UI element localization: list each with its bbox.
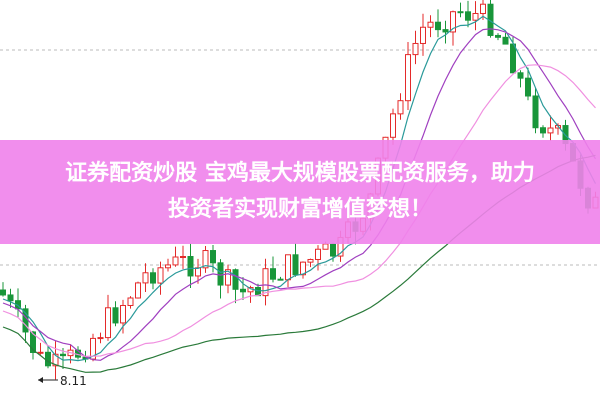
candle-body [457,11,464,14]
candle-body [195,267,201,277]
candle-body [172,256,179,266]
candle-body [45,351,51,367]
candle-body [165,264,171,269]
candle-body [292,254,299,276]
candle-body [127,297,134,306]
candle-body [517,72,524,79]
candle-body [52,353,59,367]
candle-body [187,256,194,277]
candle-body [540,127,546,134]
candle-body [532,95,539,129]
candle-body [240,288,246,293]
candle-body [397,100,404,115]
candle-body [157,267,164,284]
candle-body [427,21,434,28]
candle-body [315,248,321,260]
candle-body [322,243,329,250]
candle-body [60,353,66,357]
candle-body [442,29,449,33]
candle-body [225,269,231,286]
candle-body [307,258,314,263]
banner-line: 投资者实现财富增值梦想！ [167,197,432,222]
candle-body [37,351,44,354]
candle-body [435,21,441,31]
candle-body [262,268,269,297]
candle-body [502,36,509,45]
candle-body [135,282,141,299]
candle-body [495,34,501,38]
candle-body [120,304,126,324]
low-label: 8.11 [60,374,87,388]
candle-body [300,261,306,276]
candle-body [277,278,284,281]
candle-body [472,12,479,21]
candle-body [285,254,291,281]
candle-body [547,127,554,134]
candle-body [270,268,276,280]
candle-body [97,337,104,340]
candle-body [202,250,209,269]
candle-body [465,11,471,21]
candle-body [142,272,149,284]
moving-average [2,15,597,362]
candle-body [510,43,516,74]
candle-body [30,331,36,353]
candle-body [412,42,419,56]
banner-line: 证券配资炒股 宝鸡最大规模股票配资服务，助力 [65,161,535,186]
candle-body [390,113,396,138]
candle-body [405,54,411,102]
low-arrow-head [38,377,43,383]
candle-body [217,262,224,286]
candle-body [525,77,531,97]
candle-body [420,26,426,44]
candle-body [330,243,336,257]
banner: 证券配资炒股 宝鸡最大规模股票配资服务，助力 投资者实现财富增值梦想！ [0,140,600,244]
candle-body [7,294,14,302]
candle-body [210,250,216,264]
candle-body [180,256,186,259]
moving-average [2,64,596,357]
candle-body [232,269,239,290]
moving-average [2,28,597,361]
candle-body [480,3,486,14]
candle-body [112,307,119,324]
candle-body [450,11,456,33]
candle-body [0,289,6,296]
candle-body [150,272,156,284]
candle-body [105,307,111,339]
